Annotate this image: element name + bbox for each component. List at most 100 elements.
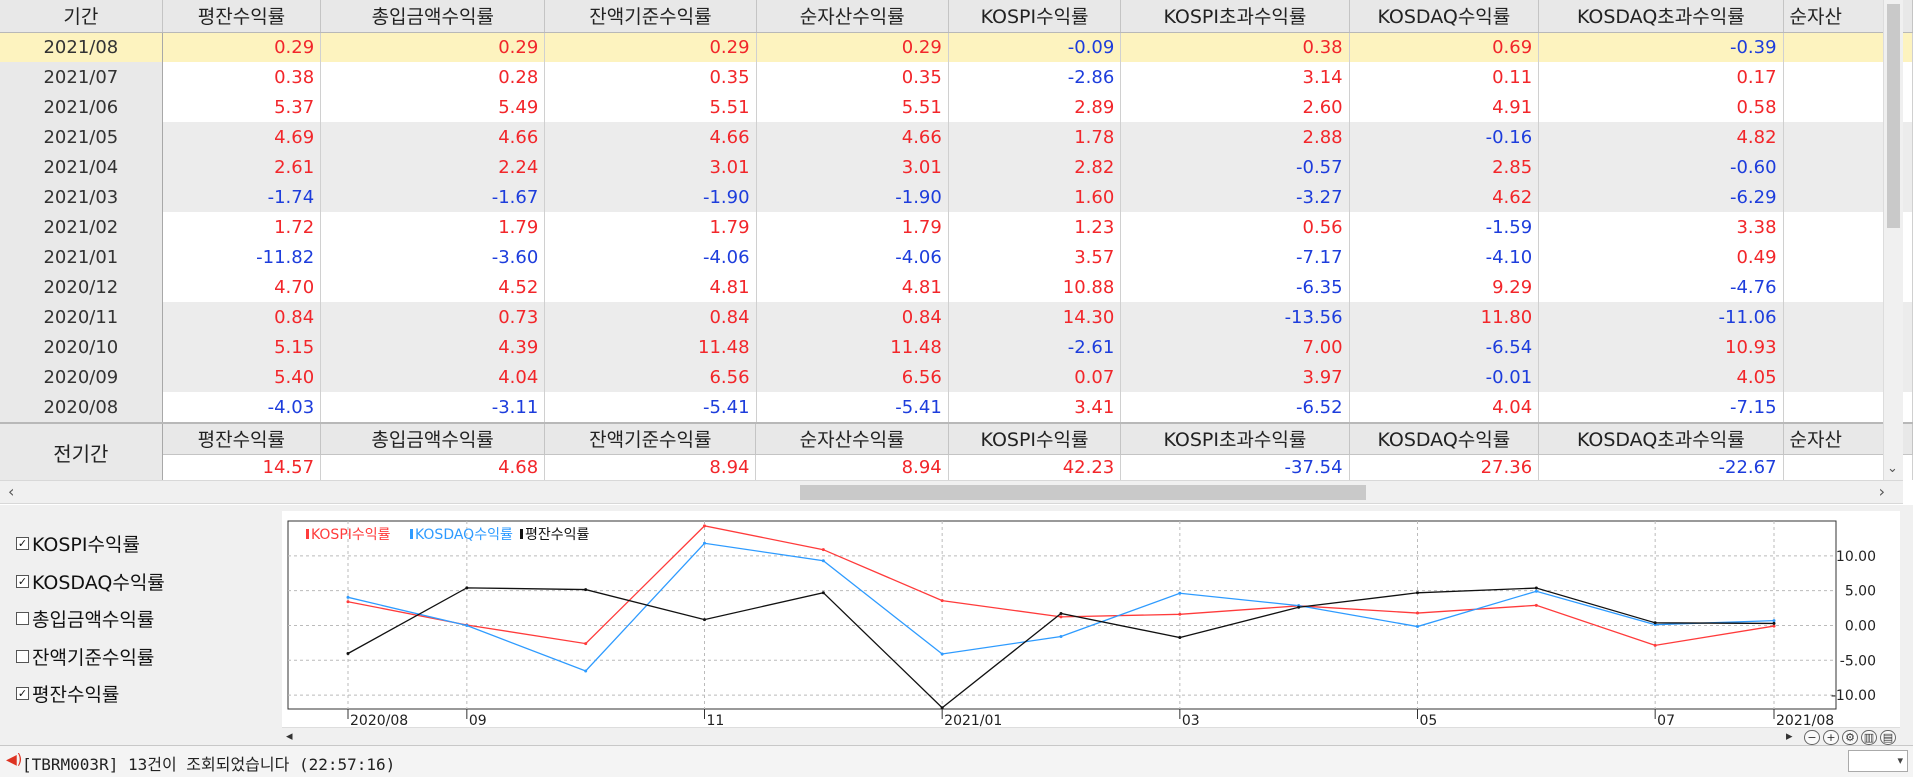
col-header-period[interactable]: 기간	[0, 0, 163, 33]
cell-avg-return: -4.03	[162, 392, 322, 422]
col-header-deposit-return[interactable]: 총입금액수익률	[320, 0, 546, 33]
table-row[interactable]: 2021/01 -11.82 -3.60 -4.06 -4.06 3.57 -7.17 -4.…	[0, 242, 1913, 272]
total-col-kosdaq-excess: KOSDAQ초과수익률	[1538, 424, 1784, 455]
col-header-avg-return[interactable]: 평잔수익률	[162, 0, 322, 33]
y-tick-label: 5.00	[1845, 584, 1876, 600]
cell-kosdaq-return: 2.85	[1349, 152, 1540, 182]
cell-kospi-return: -2.86	[948, 62, 1122, 92]
series-checkbox-label: 총입금액수익률	[32, 609, 155, 632]
cell-deposit-return: 0.73	[320, 302, 546, 332]
cell-kospi-return: 0.07	[948, 362, 1122, 392]
cell-kosdaq-excess: -11.06	[1538, 302, 1784, 332]
scroll-right-arrow-icon[interactable]: ›	[1878, 482, 1885, 501]
table-row[interactable]: 2020/09 5.40 4.04 6.56 6.56 0.07 3.97 -0.01 4.05	[0, 362, 1913, 392]
unchecked-box-icon[interactable]	[16, 649, 29, 663]
table-row[interactable]: 2021/06 5.37 5.49 5.51 5.51 2.89 2.60 4.91 0.58	[0, 92, 1913, 122]
checked-box-icon[interactable]: ✓	[16, 537, 29, 551]
table-row[interactable]: 2021/08 0.29 0.29 0.29 0.29 -0.09 0.38 0.69 -0.3…	[0, 32, 1913, 62]
data-point	[1178, 636, 1182, 640]
total-col-kosdaq-return: KOSDAQ수익률	[1349, 424, 1540, 455]
data-point	[821, 591, 825, 595]
cell-kospi-excess: -7.17	[1120, 242, 1350, 272]
cell-kospi-return: 2.82	[948, 152, 1122, 182]
cell-nav-return: 4.66	[756, 122, 949, 152]
cell-avg-return: 5.15	[162, 332, 322, 362]
series-checkbox[interactable]: 총입금액수익률	[16, 600, 266, 638]
cell-deposit-return: -3.11	[320, 392, 546, 422]
chart-scroll-right-icon[interactable]: ▸	[1786, 729, 1793, 744]
cell-nav-return: 3.01	[756, 152, 949, 182]
y-tick-label: -5.00	[1840, 653, 1876, 669]
total-cell-kosdaq-excess: -22.67	[1538, 454, 1784, 480]
total-cell-deposit-return: 4.68	[320, 454, 546, 480]
period-cell: 2021/03	[0, 182, 163, 212]
table-row[interactable]: 2020/11 0.84 0.73 0.84 0.84 14.30 -13.56 11.80-…	[0, 302, 1913, 332]
cell-kospi-return: -0.09	[948, 32, 1122, 62]
legend-label: KOSPI수익률	[311, 527, 391, 543]
bar-chart-icon[interactable]: ▥	[1861, 730, 1877, 745]
period-cell: 2021/01	[0, 242, 163, 272]
cell-nav-return: 5.51	[756, 92, 949, 122]
status-dropdown[interactable]: ▾	[1848, 750, 1908, 772]
cell-avg-return: 5.40	[162, 362, 322, 392]
table-row[interactable]: 2020/10 5.15 4.39 11.48 11.48 -2.61 7.00 -6.54 1…	[0, 332, 1913, 362]
legend-label: KOSDAQ수익률	[415, 527, 513, 543]
vertical-scroll-thumb[interactable]	[1887, 4, 1900, 228]
total-cell-balance-return: 8.94	[544, 454, 757, 480]
table-row[interactable]: 2020/12 4.70 4.52 4.81 4.81 10.88 -6.35 9.29 -4.…	[0, 272, 1913, 302]
table-row[interactable]: 2021/05 4.69 4.66 4.66 4.66 1.78 2.88 -0.16 4.82	[0, 122, 1913, 152]
series-checkbox-label: 잔액기준수익률	[32, 646, 155, 669]
vertical-scrollbar[interactable]: ⌄	[1883, 0, 1903, 480]
horizontal-scroll-thumb[interactable]	[800, 485, 1366, 500]
horizontal-scrollbar[interactable]: ‹ ›	[0, 480, 1903, 504]
table-row[interactable]: 2021/07 0.38 0.28 0.35 0.35 -2.86 3.14 0.11 0.17	[0, 62, 1913, 92]
checked-box-icon[interactable]: ✓	[16, 687, 29, 701]
cell-avg-return: -11.82	[162, 242, 322, 272]
unchecked-box-icon[interactable]	[16, 612, 29, 626]
total-period-panel: 전기간 평잔수익률 총입금액수익률 잔액기준수익률 순자산수익률 KOSPI수익…	[0, 422, 1913, 480]
col-header-kospi-return[interactable]: KOSPI수익률	[948, 0, 1122, 33]
data-point	[1534, 589, 1538, 593]
col-header-kosdaq-return[interactable]: KOSDAQ수익률	[1349, 0, 1540, 33]
chart-panel: ✓ KOSPI수익률 ✓ KOSDAQ수익률 총입금액수익률 잔액기준수익률 ✓ 평잔수익률 …	[0, 505, 1913, 748]
table-row[interactable]: 2020/08 -4.03 -3.11 -5.41 -5.41 3.41 -6.52 4.04…	[0, 392, 1913, 422]
table-row[interactable]: 2021/04 2.61 2.24 3.01 3.01 2.82 -0.57 2.85 -0.6…	[0, 152, 1913, 182]
returns-grid[interactable]: 기간 평잔수익률 총입금액수익률 잔액기준수익률 순자산수익률 KOSPI수익률…	[0, 0, 1913, 480]
cell-kosdaq-return: -1.59	[1349, 212, 1540, 242]
col-header-balance-return[interactable]: 잔액기준수익률	[544, 0, 757, 33]
chart-scroll-left-icon[interactable]: ◂	[286, 729, 293, 744]
series-checkbox[interactable]: ✓ KOSDAQ수익률	[16, 563, 266, 601]
y-tick-label: -10.00	[1831, 688, 1876, 704]
plot-area	[287, 520, 1837, 710]
cell-avg-return: 0.38	[162, 62, 322, 92]
scroll-down-arrow-icon[interactable]: ⌄	[1887, 461, 1898, 476]
cell-avg-return: 0.29	[162, 32, 322, 62]
series-checkbox[interactable]: 잔액기준수익률	[16, 638, 266, 676]
chart-scrollbar[interactable]: ◂ ▸ − + ⚙ ▥ ▤	[282, 727, 1900, 747]
col-header-kospi-excess[interactable]: KOSPI초과수익률	[1120, 0, 1350, 33]
period-cell: 2020/10	[0, 332, 163, 362]
cell-kospi-return: 1.60	[948, 182, 1122, 212]
zoom-out-icon[interactable]: −	[1804, 730, 1820, 745]
data-point	[1297, 605, 1301, 609]
cell-kosdaq-excess: -0.60	[1538, 152, 1784, 182]
zoom-in-icon[interactable]: +	[1823, 730, 1839, 745]
col-header-nav-return[interactable]: 순자산수익률	[756, 0, 949, 33]
checked-box-icon[interactable]: ✓	[16, 574, 29, 588]
chart-settings-icon[interactable]: ⚙	[1842, 730, 1858, 745]
cell-avg-return: 1.72	[162, 212, 322, 242]
table-row[interactable]: 2021/02 1.72 1.79 1.79 1.79 1.23 0.56 -1.59 3.38	[0, 212, 1913, 242]
data-point	[940, 706, 944, 710]
cell-kospi-excess: 3.97	[1120, 362, 1350, 392]
series-checkbox[interactable]: ✓ 평잔수익률	[16, 675, 266, 713]
legend-swatch	[520, 529, 523, 539]
table-row[interactable]: 2021/03 -1.74 -1.67 -1.90 -1.90 1.60 -3.27 4.62…	[0, 182, 1913, 212]
legend-swatch	[410, 529, 413, 539]
print-icon[interactable]: ▤	[1880, 730, 1896, 745]
cell-kospi-return: 3.41	[948, 392, 1122, 422]
series-checkbox[interactable]: ✓ KOSPI수익률	[16, 525, 266, 563]
cell-kospi-return: 3.57	[948, 242, 1122, 272]
col-header-kosdaq-excess[interactable]: KOSDAQ초과수익률	[1538, 0, 1784, 33]
scroll-left-arrow-icon[interactable]: ‹	[8, 482, 15, 501]
cell-nav-return: 0.35	[756, 62, 949, 92]
